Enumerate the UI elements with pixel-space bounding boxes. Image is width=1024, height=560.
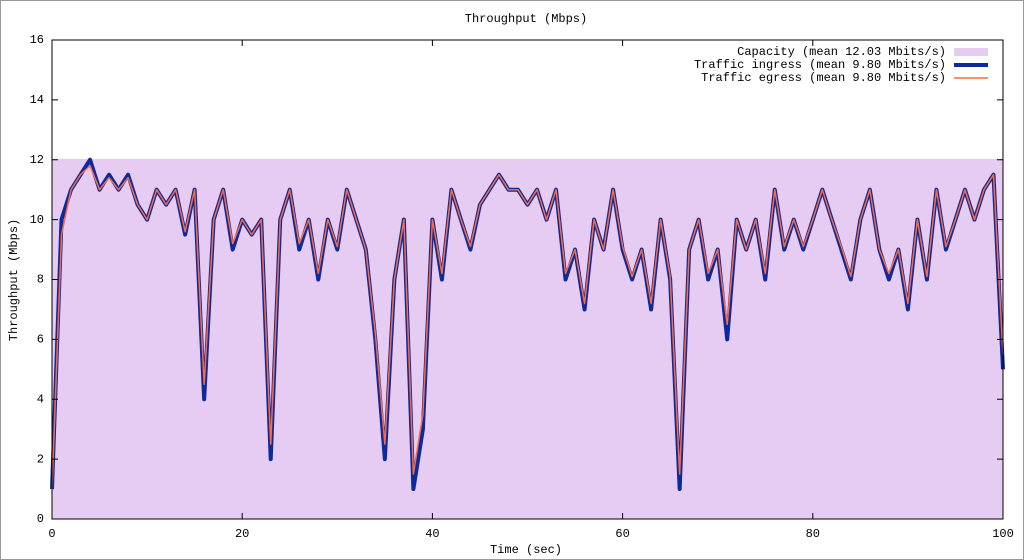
series-line — [51, 164, 1004, 490]
x-tick-label: 100 — [992, 527, 1014, 541]
y-tick-label: 10 — [30, 213, 44, 227]
legend-label: Traffic ingress (mean 9.80 Mbits/s) — [694, 58, 946, 72]
x-tick-label: 80 — [806, 527, 820, 541]
x-axis-label: Time (sec) — [490, 543, 562, 557]
y-tick-label: 4 — [37, 392, 44, 406]
legend-swatch — [954, 48, 988, 56]
legend-label: Capacity (mean 12.03 Mbits/s) — [737, 45, 946, 59]
y-tick-label: 6 — [37, 333, 44, 347]
y-tick-label: 12 — [30, 153, 44, 167]
x-tick-label: 40 — [425, 527, 439, 541]
y-tick-label: 2 — [37, 452, 44, 466]
x-tick-label: 0 — [48, 527, 55, 541]
y-axis-label: Throughput (Mbps) — [7, 219, 21, 341]
y-tick-label: 8 — [37, 273, 44, 287]
y-tick-label: 16 — [30, 33, 44, 47]
y-tick-label: 0 — [37, 512, 44, 526]
legend-label: Traffic egress (mean 9.80 Mbits/s) — [701, 71, 946, 85]
chart-title: Throughput (Mbps) — [465, 12, 587, 26]
x-tick-label: 60 — [615, 527, 629, 541]
y-tick-label: 14 — [30, 93, 44, 107]
x-tick-label: 20 — [235, 527, 249, 541]
capacity-area — [52, 158, 1003, 519]
